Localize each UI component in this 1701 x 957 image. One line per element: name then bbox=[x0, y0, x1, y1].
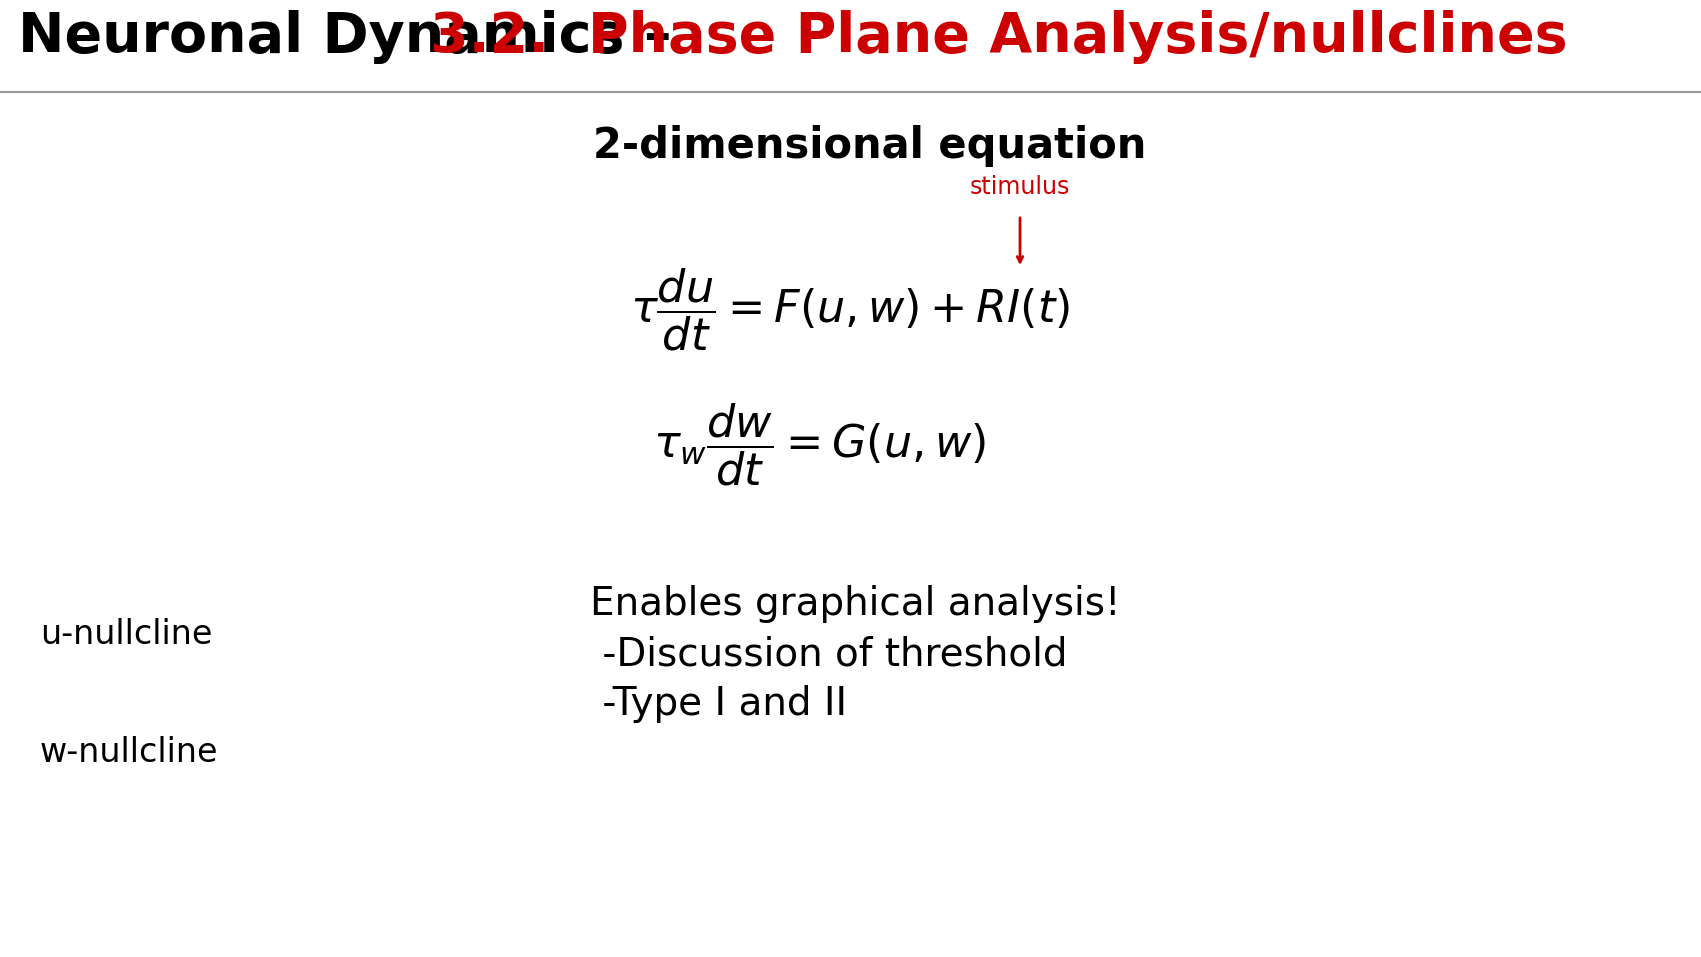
Text: $\tau_w \dfrac{dw}{dt} = G(u,w)$: $\tau_w \dfrac{dw}{dt} = G(u,w)$ bbox=[653, 402, 987, 488]
Text: stimulus: stimulus bbox=[970, 175, 1070, 199]
Text: Enables graphical analysis!
 -Discussion of threshold
 -Type I and II: Enables graphical analysis! -Discussion … bbox=[590, 585, 1121, 723]
Text: w-nullcline: w-nullcline bbox=[41, 736, 218, 768]
Text: $\tau \dfrac{du}{dt} = F(u,w) + RI(t)$: $\tau \dfrac{du}{dt} = F(u,w) + RI(t)$ bbox=[629, 267, 1070, 353]
Text: u-nullcline: u-nullcline bbox=[41, 618, 213, 652]
Text: 2-dimensional equation: 2-dimensional equation bbox=[594, 125, 1146, 167]
Text: 3.2.  Phase Plane Analysis/nullclines: 3.2. Phase Plane Analysis/nullclines bbox=[430, 10, 1568, 64]
Text: Neuronal Dynamics –: Neuronal Dynamics – bbox=[19, 10, 691, 64]
